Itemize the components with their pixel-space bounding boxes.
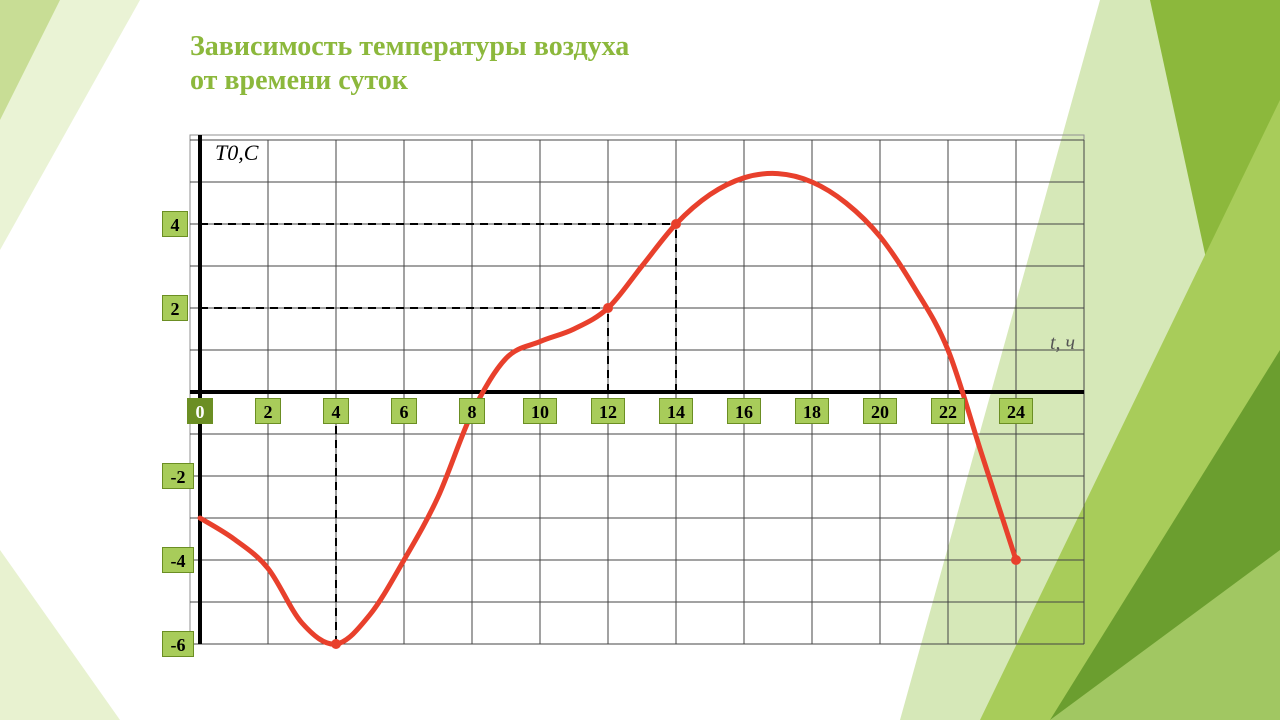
chart-title: Зависимость температуры воздуха от време… — [190, 30, 629, 97]
tick-label: 6 — [391, 398, 417, 424]
tick-label: 2 — [162, 295, 188, 321]
tick-label: 14 — [659, 398, 693, 424]
tick-label: 12 — [591, 398, 625, 424]
x-axis-label: t, ч — [1050, 332, 1075, 355]
tick-label: 2 — [255, 398, 281, 424]
title-line-1: Зависимость температуры воздуха — [190, 30, 629, 64]
y-axis-label: Т0,С — [215, 140, 258, 166]
tick-label: 8 — [459, 398, 485, 424]
tick-label: 18 — [795, 398, 829, 424]
tick-label: -2 — [162, 463, 194, 489]
tick-label: -4 — [162, 547, 194, 573]
tick-label: 22 — [931, 398, 965, 424]
tick-label: 20 — [863, 398, 897, 424]
temperature-chart — [160, 120, 1120, 660]
tick-label: 24 — [999, 398, 1033, 424]
title-line-2: от времени суток — [190, 64, 629, 98]
tick-label: 10 — [523, 398, 557, 424]
tick-label: 0 — [187, 398, 213, 424]
tick-label: 4 — [323, 398, 349, 424]
tick-label: 16 — [727, 398, 761, 424]
tick-label: -6 — [162, 631, 194, 657]
tick-label: 4 — [162, 211, 188, 237]
